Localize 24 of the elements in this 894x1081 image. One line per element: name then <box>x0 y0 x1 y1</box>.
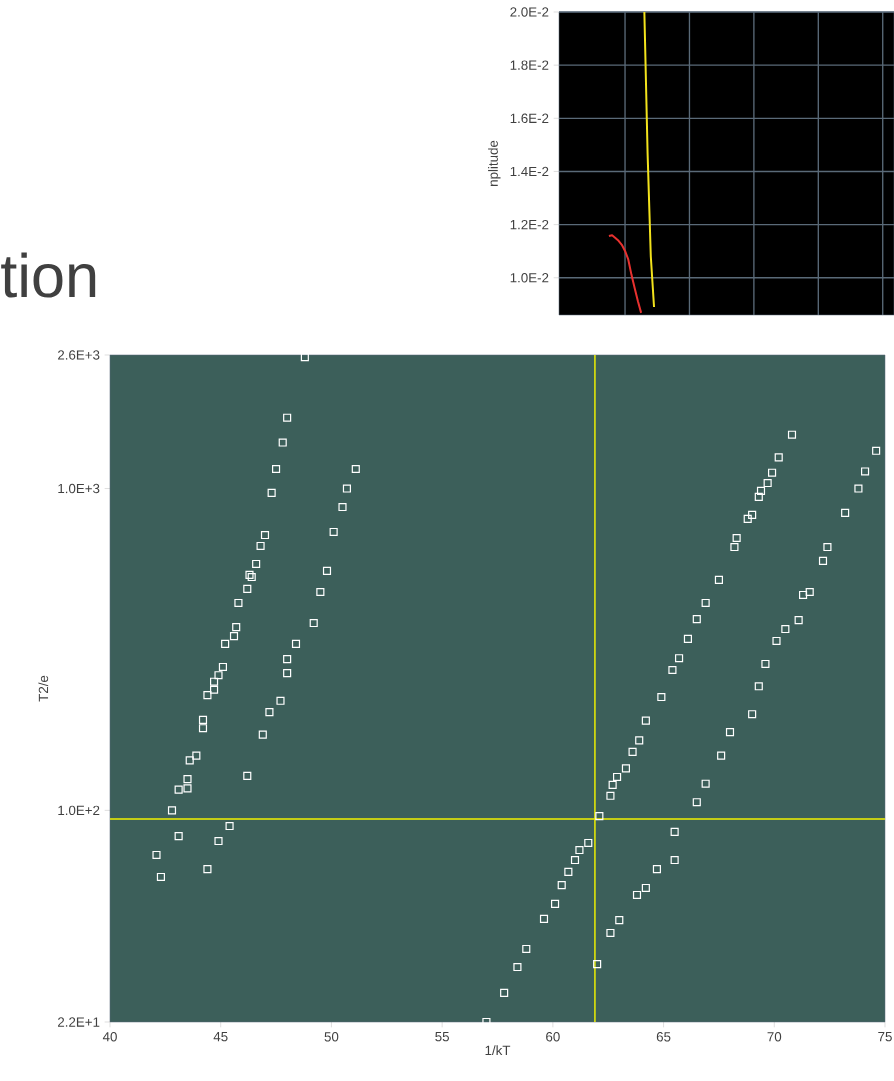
x-tick-label: 55 <box>435 1032 449 1042</box>
x-tick-label: 50 <box>324 1032 339 1042</box>
y-tick-label: 2.6E+3 <box>57 350 100 360</box>
line-series <box>643 11 656 309</box>
x-axis-title: 1/kT <box>485 1045 511 1056</box>
x-tick-label: 70 <box>767 1032 782 1042</box>
x-tick-label: 60 <box>546 1032 560 1042</box>
y-tick-label: 1.0E-2 <box>510 273 549 283</box>
y-tick-label: 1.4E-2 <box>510 166 549 177</box>
y-tick-label: 2.0E-2 <box>510 7 549 17</box>
y-tick-label: 1.2E-2 <box>510 219 549 230</box>
x-tick-label: 65 <box>656 1032 671 1042</box>
y-tick-label: 1.0E+3 <box>58 483 100 494</box>
line-series <box>607 234 643 314</box>
x-tick-label: 40 <box>102 1032 117 1042</box>
y-axis-title: nplitude <box>488 140 501 186</box>
x-tick-label: 75 <box>878 1032 892 1042</box>
y-tick-label: 1.6E-2 <box>510 113 549 124</box>
text: tion <box>1 252 96 298</box>
y-tick-label: 1.8E-2 <box>510 60 549 70</box>
y-tick-label: 2.2E+1 <box>57 1017 100 1027</box>
x-tick-label: 45 <box>213 1032 228 1042</box>
y-tick-label: 1.0E+2 <box>58 805 100 816</box>
y-axis-title: T2/e <box>38 675 49 702</box>
